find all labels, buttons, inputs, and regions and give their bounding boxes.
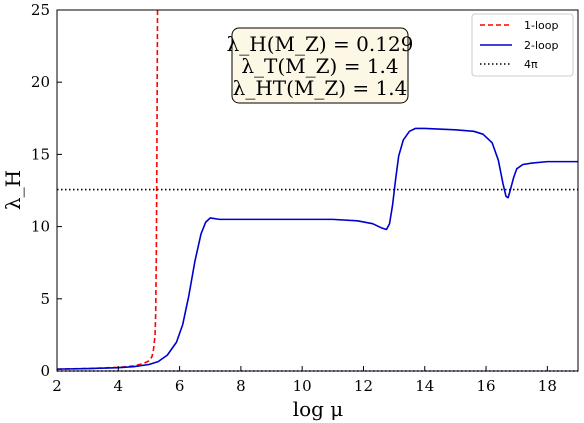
plot-frame [56, 9, 579, 372]
annotation-line-2: λ_T(M_Z) = 1.4 [241, 54, 398, 78]
x-axis-label: log μ [293, 397, 344, 421]
series-line-0 [56, 9, 159, 370]
legend-label-2-loop: 2-loop [524, 39, 558, 52]
y-axis: 0 5 10 15 20 25 [31, 1, 62, 380]
y-tick-label: 20 [31, 73, 50, 91]
legend-label-1-loop: 1-loop [524, 19, 558, 32]
annotation-line-3: λ_HT(M_Z) = 1.4 [233, 76, 408, 100]
x-tick-label: 8 [236, 377, 246, 395]
annotation-line-1: λ_H(M_Z) = 0.129 [227, 32, 414, 56]
x-tick-label: 14 [415, 377, 434, 395]
x-tick-label: 10 [293, 377, 312, 395]
x-tick-label: 4 [114, 377, 124, 395]
series-line-1 [56, 127, 578, 370]
legend-frame [471, 13, 574, 77]
x-axis: 2 4 6 8 10 12 14 16 18 [52, 366, 557, 395]
legend-label-4pi: 4π [524, 58, 538, 71]
x-tick-label: 2 [52, 377, 62, 395]
x-tick-label: 18 [538, 377, 557, 395]
x-tick-label: 16 [477, 377, 496, 395]
annotation-box: λ_H(M_Z) = 0.129 λ_T(M_Z) = 1.4 λ_HT(M_Z… [227, 27, 414, 104]
y-tick-label: 25 [31, 1, 50, 19]
y-tick-label: 5 [40, 290, 50, 308]
x-tick-label: 6 [175, 377, 185, 395]
y-tick-label: 0 [40, 362, 50, 380]
y-axis-label: λ_H [1, 170, 25, 210]
x-tick-label: 12 [354, 377, 373, 395]
legend: 1-loop 2-loop 4π [471, 13, 574, 77]
y-tick-label: 15 [31, 145, 50, 163]
y-tick-label: 10 [31, 218, 50, 236]
